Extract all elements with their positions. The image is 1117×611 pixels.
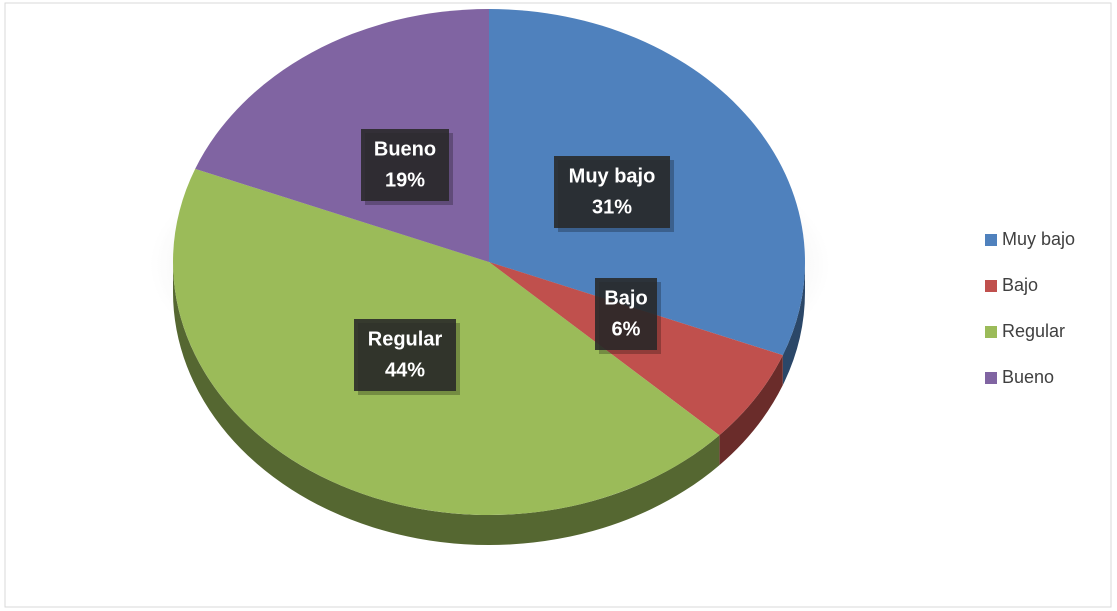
legend-swatch [985, 372, 997, 384]
data-label-box [354, 319, 456, 391]
data-label-box [595, 278, 657, 350]
data-label-category: Muy bajo [569, 165, 656, 187]
legend-label: Bueno [1002, 367, 1054, 387]
pie [172, 9, 806, 545]
slice-side [173, 262, 720, 545]
legend: Muy bajo Bajo Regular Bueno [985, 229, 1075, 387]
data-label-value: 31% [592, 196, 632, 218]
slice-side [782, 262, 805, 386]
chart-border [4, 2, 1112, 608]
legend-label: Regular [1002, 321, 1065, 341]
legend-swatch [985, 280, 997, 292]
data-label-category: Bajo [604, 287, 647, 309]
data-label-value: 19% [385, 169, 425, 191]
data-label-category: Bueno [374, 138, 436, 160]
data-label-box [361, 129, 449, 201]
legend-swatch [985, 234, 997, 246]
data-label-value: 44% [385, 359, 425, 381]
data-label-box [554, 156, 670, 228]
legend-label: Bajo [1002, 275, 1038, 295]
legend-label: Muy bajo [1002, 229, 1075, 249]
data-label-value: 6% [612, 318, 641, 340]
legend-swatch [985, 326, 997, 338]
data-labels: Muy bajo 31% Bajo 6% Regular 44% Bueno 19% [354, 129, 674, 395]
slice-side [719, 355, 783, 466]
data-label-category: Regular [368, 328, 443, 350]
